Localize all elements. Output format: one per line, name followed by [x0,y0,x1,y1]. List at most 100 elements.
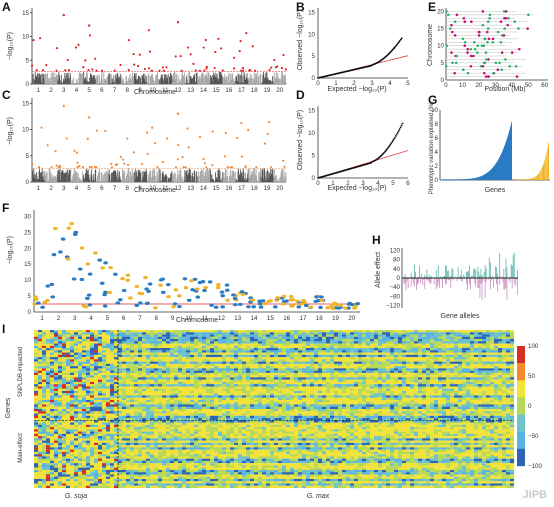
heatmap-cell [38,335,42,337]
snp-bar [65,176,66,182]
heatmap-cell [294,344,298,346]
locus-dot [505,17,508,20]
heatmap-cell [190,339,194,341]
heatmap-cell [386,344,390,346]
heatmap-cell [38,341,42,343]
heatmap-cell [306,357,310,359]
heatmap-cell [346,350,350,352]
heatmap-cell [418,339,422,341]
heatmap-cell [510,355,514,357]
heatmap-cell [86,348,90,350]
chromosome-tick-label: 1 [37,185,41,192]
heatmap-cell [50,337,54,339]
heatmap-cell [162,339,166,341]
heatmap-cell [426,332,430,334]
heatmap-cell [198,350,202,352]
heatmap-cell [238,355,242,357]
locus-dot [482,65,485,68]
heatmap-cell [382,357,386,359]
qtn-dot [275,296,280,299]
heatmap-cell [474,344,478,346]
heatmap-cell [454,337,458,339]
heatmap-cell [458,357,462,359]
snp-bar [236,81,237,84]
significant-snp [116,163,118,165]
heatmap-cell [338,346,342,348]
heatmap-cell [162,350,166,352]
gene-bar [448,179,449,180]
chromosome-tick-label: 13 [234,315,241,322]
heatmap-cell [118,341,122,343]
heatmap-cell [450,344,454,346]
heatmap-cell [278,350,282,352]
heatmap-cell [82,353,86,355]
heatmap-cell [506,341,510,343]
heatmap-cell [242,357,246,359]
heatmap-cell [510,357,514,359]
gene-bar [467,179,468,180]
heatmap-cell [114,339,118,341]
heatmap-cell [98,355,102,357]
heatmap-cell [246,330,250,332]
heatmap-cell [222,335,226,337]
gene-bar [540,171,541,180]
heatmap-cell [74,346,78,348]
snp-bar [199,83,200,84]
heatmap-cell [66,337,70,339]
snp-bar [145,83,146,84]
snp-bar [189,72,190,84]
heatmap-cell [210,335,214,337]
heatmap-cell [502,330,506,332]
heatmap-cell [494,357,498,359]
qtn-dot [320,299,325,302]
heatmap-cell [290,355,294,357]
heatmap-cell [142,353,146,355]
heatmap-cell [194,341,198,343]
locus-dot [500,20,503,23]
heatmap-cell [250,357,254,359]
heatmap-cell [98,330,102,332]
heatmap-cell [302,337,306,339]
chromosome-tick-label: 1 [37,87,41,94]
heatmap-cell [314,350,318,352]
heatmap-cell [370,341,374,343]
heatmap-cell [438,332,442,334]
heatmap-cell [474,339,478,341]
heatmap-cell [238,335,242,337]
snp-bar [45,180,46,182]
heatmap-cell [462,341,466,343]
heatmap-cell [222,355,226,357]
heatmap-cell [46,335,50,337]
gene-bar [545,157,546,180]
gene-bar [497,162,498,180]
y-tick-label: 15 [308,108,315,115]
heatmap-cell [294,357,298,359]
heatmap-cell [346,341,350,343]
heatmap-cell [170,341,174,343]
snp-bar [256,82,257,84]
panel-b-xlabel: Expected −log₁₀(P) [327,86,386,93]
heatmap-cell [298,355,302,357]
significant-snp [190,53,192,55]
heatmap-cell [354,357,358,359]
heatmap-cell [402,348,406,350]
heatmap-cell [102,346,106,348]
heatmap-cell [422,335,426,337]
gene-bar [483,175,484,180]
heatmap-cell [470,332,474,334]
heatmap-cell [110,337,114,339]
heatmap-cell [486,335,490,337]
heatmap-cell [118,339,122,341]
heatmap-cell [498,330,502,332]
gene-bar [528,179,529,180]
gene-bar [465,179,466,180]
heatmap-cell [426,344,430,346]
heatmap-cell [82,346,86,348]
snp-bar [175,72,176,84]
heatmap-cell [78,346,82,348]
heatmap-cell [190,330,194,332]
significant-snp [166,138,168,140]
heatmap-cell [74,335,78,337]
heatmap-cell [378,355,382,357]
